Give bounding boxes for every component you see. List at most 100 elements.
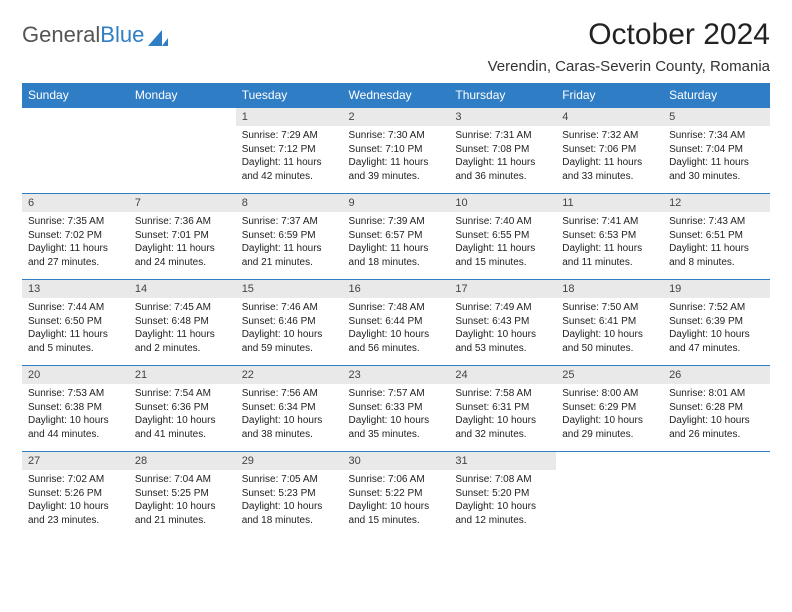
day-body: Sunrise: 7:53 AMSunset: 6:38 PMDaylight:… bbox=[22, 384, 129, 451]
sunrise-text: Sunrise: 7:45 AM bbox=[135, 301, 230, 315]
sunset-text: Sunset: 7:12 PM bbox=[242, 143, 337, 157]
daylight-text: Daylight: 11 hours and 36 minutes. bbox=[455, 156, 550, 183]
weekday-header: Thursday bbox=[449, 83, 556, 107]
daylight-text: Daylight: 10 hours and 23 minutes. bbox=[28, 500, 123, 527]
calendar-cell: 2Sunrise: 7:30 AMSunset: 7:10 PMDaylight… bbox=[343, 107, 450, 193]
sunrise-text: Sunrise: 7:49 AM bbox=[455, 301, 550, 315]
calendar-cell: 5Sunrise: 7:34 AMSunset: 7:04 PMDaylight… bbox=[663, 107, 770, 193]
day-body: Sunrise: 7:44 AMSunset: 6:50 PMDaylight:… bbox=[22, 298, 129, 365]
sunrise-text: Sunrise: 7:29 AM bbox=[242, 129, 337, 143]
calendar-cell: 22Sunrise: 7:56 AMSunset: 6:34 PMDayligh… bbox=[236, 365, 343, 451]
day-body: Sunrise: 7:41 AMSunset: 6:53 PMDaylight:… bbox=[556, 212, 663, 279]
calendar-cell: 25Sunrise: 8:00 AMSunset: 6:29 PMDayligh… bbox=[556, 365, 663, 451]
day-body-empty bbox=[663, 471, 770, 519]
day-number: 14 bbox=[129, 279, 236, 298]
calendar-cell: 14Sunrise: 7:45 AMSunset: 6:48 PMDayligh… bbox=[129, 279, 236, 365]
daylight-text: Daylight: 11 hours and 15 minutes. bbox=[455, 242, 550, 269]
day-number: 15 bbox=[236, 279, 343, 298]
day-body: Sunrise: 7:34 AMSunset: 7:04 PMDaylight:… bbox=[663, 126, 770, 193]
sunset-text: Sunset: 7:02 PM bbox=[28, 229, 123, 243]
day-body: Sunrise: 7:52 AMSunset: 6:39 PMDaylight:… bbox=[663, 298, 770, 365]
sunset-text: Sunset: 6:43 PM bbox=[455, 315, 550, 329]
day-number: 31 bbox=[449, 451, 556, 470]
daylight-text: Daylight: 11 hours and 8 minutes. bbox=[669, 242, 764, 269]
day-number: 8 bbox=[236, 193, 343, 212]
sunset-text: Sunset: 7:04 PM bbox=[669, 143, 764, 157]
calendar-cell: 28Sunrise: 7:04 AMSunset: 5:25 PMDayligh… bbox=[129, 451, 236, 537]
logo: GeneralBlue bbox=[22, 22, 168, 48]
day-body: Sunrise: 7:45 AMSunset: 6:48 PMDaylight:… bbox=[129, 298, 236, 365]
day-body: Sunrise: 7:58 AMSunset: 6:31 PMDaylight:… bbox=[449, 384, 556, 451]
day-body: Sunrise: 7:56 AMSunset: 6:34 PMDaylight:… bbox=[236, 384, 343, 451]
daylight-text: Daylight: 10 hours and 32 minutes. bbox=[455, 414, 550, 441]
day-body: Sunrise: 7:48 AMSunset: 6:44 PMDaylight:… bbox=[343, 298, 450, 365]
calendar-cell: 31Sunrise: 7:08 AMSunset: 5:20 PMDayligh… bbox=[449, 451, 556, 537]
calendar-table: SundayMondayTuesdayWednesdayThursdayFrid… bbox=[22, 83, 770, 537]
sunset-text: Sunset: 6:46 PM bbox=[242, 315, 337, 329]
day-number: 20 bbox=[22, 365, 129, 384]
logo-triangle-icon bbox=[148, 30, 168, 46]
sunset-text: Sunset: 6:55 PM bbox=[455, 229, 550, 243]
day-body: Sunrise: 7:06 AMSunset: 5:22 PMDaylight:… bbox=[343, 470, 450, 537]
day-number: 28 bbox=[129, 451, 236, 470]
daylight-text: Daylight: 11 hours and 11 minutes. bbox=[562, 242, 657, 269]
daylight-text: Daylight: 10 hours and 12 minutes. bbox=[455, 500, 550, 527]
daylight-text: Daylight: 10 hours and 47 minutes. bbox=[669, 328, 764, 355]
day-number: 26 bbox=[663, 365, 770, 384]
weekday-header: Saturday bbox=[663, 83, 770, 107]
daylight-text: Daylight: 10 hours and 41 minutes. bbox=[135, 414, 230, 441]
weekday-header: Monday bbox=[129, 83, 236, 107]
day-body: Sunrise: 8:00 AMSunset: 6:29 PMDaylight:… bbox=[556, 384, 663, 451]
calendar-cell: 26Sunrise: 8:01 AMSunset: 6:28 PMDayligh… bbox=[663, 365, 770, 451]
sunset-text: Sunset: 6:53 PM bbox=[562, 229, 657, 243]
sunrise-text: Sunrise: 7:54 AM bbox=[135, 387, 230, 401]
sunset-text: Sunset: 6:51 PM bbox=[669, 229, 764, 243]
calendar-cell bbox=[556, 451, 663, 537]
day-number: 24 bbox=[449, 365, 556, 384]
day-body: Sunrise: 7:43 AMSunset: 6:51 PMDaylight:… bbox=[663, 212, 770, 279]
daylight-text: Daylight: 11 hours and 2 minutes. bbox=[135, 328, 230, 355]
weekday-header: Tuesday bbox=[236, 83, 343, 107]
weekday-header: Friday bbox=[556, 83, 663, 107]
daylight-text: Daylight: 11 hours and 21 minutes. bbox=[242, 242, 337, 269]
day-number: 23 bbox=[343, 365, 450, 384]
day-body: Sunrise: 7:04 AMSunset: 5:25 PMDaylight:… bbox=[129, 470, 236, 537]
day-body: Sunrise: 7:02 AMSunset: 5:26 PMDaylight:… bbox=[22, 470, 129, 537]
calendar-cell bbox=[129, 107, 236, 193]
calendar-week: 1 Sunrise: 7:29 AMSunset: 7:12 PM Daylight… bbox=[22, 107, 770, 193]
calendar-week: 13Sunrise: 7:44 AMSunset: 6:50 PMDayligh… bbox=[22, 279, 770, 365]
daylight-text: Daylight: 10 hours and 21 minutes. bbox=[135, 500, 230, 527]
sunrise-text: Sunrise: 7:04 AM bbox=[135, 473, 230, 487]
day-number: 19 bbox=[663, 279, 770, 298]
sunrise-text: Sunrise: 7:34 AM bbox=[669, 129, 764, 143]
day-body: Sunrise: 7:30 AMSunset: 7:10 PMDaylight:… bbox=[343, 126, 450, 193]
day-number: 1 bbox=[236, 107, 343, 126]
calendar-cell: 7Sunrise: 7:36 AMSunset: 7:01 PMDaylight… bbox=[129, 193, 236, 279]
month-title: October 2024 bbox=[488, 18, 770, 52]
calendar-cell: 12Sunrise: 7:43 AMSunset: 6:51 PMDayligh… bbox=[663, 193, 770, 279]
calendar-cell: 20Sunrise: 7:53 AMSunset: 6:38 PMDayligh… bbox=[22, 365, 129, 451]
sunrise-text: Sunrise: 7:41 AM bbox=[562, 215, 657, 229]
day-body: Sunrise: 7:57 AMSunset: 6:33 PMDaylight:… bbox=[343, 384, 450, 451]
sunrise-text: Sunrise: 7:32 AM bbox=[562, 129, 657, 143]
day-number-empty bbox=[22, 107, 129, 127]
day-number: 25 bbox=[556, 365, 663, 384]
sunrise-text: Sunrise: 7:57 AM bbox=[349, 387, 444, 401]
daylight-text: Daylight: 11 hours and 24 minutes. bbox=[135, 242, 230, 269]
sunset-text: Sunset: 6:57 PM bbox=[349, 229, 444, 243]
sunrise-text: Sunrise: 7:44 AM bbox=[28, 301, 123, 315]
day-body: Sunrise: 7:35 AMSunset: 7:02 PMDaylight:… bbox=[22, 212, 129, 279]
calendar-cell: 1Sunrise: 7:29 AMSunset: 7:12 PMDaylight… bbox=[236, 107, 343, 193]
sunset-text: Sunset: 6:36 PM bbox=[135, 401, 230, 415]
calendar-cell: 18Sunrise: 7:50 AMSunset: 6:41 PMDayligh… bbox=[556, 279, 663, 365]
day-number: 3 bbox=[449, 107, 556, 126]
day-number: 2 bbox=[343, 107, 450, 126]
calendar-cell: 15Sunrise: 7:46 AMSunset: 6:46 PMDayligh… bbox=[236, 279, 343, 365]
day-number: 5 bbox=[663, 107, 770, 126]
sunset-text: Sunset: 6:39 PM bbox=[669, 315, 764, 329]
sunrise-text: Sunrise: 8:01 AM bbox=[669, 387, 764, 401]
sunset-text: Sunset: 5:25 PM bbox=[135, 487, 230, 501]
calendar-cell: 24Sunrise: 7:58 AMSunset: 6:31 PMDayligh… bbox=[449, 365, 556, 451]
day-body: Sunrise: 7:46 AMSunset: 6:46 PMDaylight:… bbox=[236, 298, 343, 365]
sunrise-text: Sunrise: 7:58 AM bbox=[455, 387, 550, 401]
